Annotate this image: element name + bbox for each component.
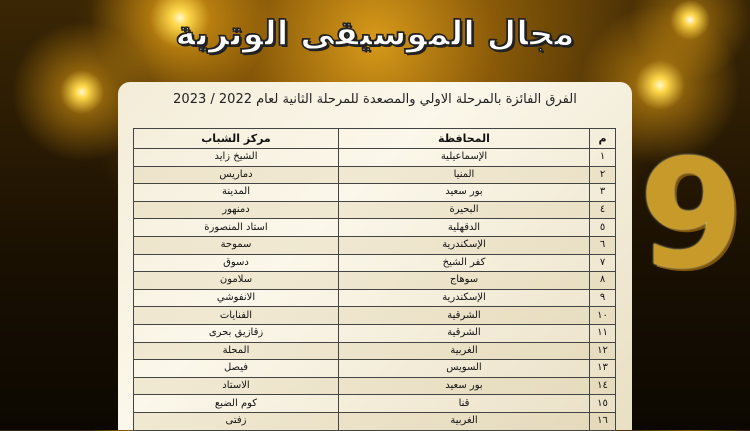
cell-governorate: السويس	[338, 359, 590, 378]
table-row: ٣ بور سعيد المدينة	[133, 183, 616, 202]
cell-youth-center: الشيخ زايد	[133, 148, 339, 167]
table-row: ١٤ بور سعيد الاستاد	[133, 376, 616, 396]
cell-governorate: بور سعيد	[338, 183, 590, 202]
cell-governorate: الدقهلية	[338, 218, 590, 237]
cell-governorate: بور سعيد	[338, 376, 590, 396]
table-row: ١٣ السويس فيصل	[133, 359, 616, 378]
table-row: ١٢ الغربية المحلة	[133, 341, 616, 361]
col-header-governorate: المحافظة	[338, 128, 590, 149]
cell-governorate: الشرقية	[338, 306, 590, 325]
cell-governorate: البحيرة	[338, 200, 590, 220]
cell-youth-center: كوم الضبع	[133, 394, 339, 413]
cell-governorate: كفر الشيخ	[338, 253, 590, 273]
cell-governorate: الإسكندرية	[338, 288, 590, 308]
cell-governorate: سوهاج	[338, 271, 590, 290]
cell-governorate: الإسكندرية	[338, 235, 590, 255]
cell-number: ٣	[589, 183, 616, 202]
table-row: ٨ سوهاج سلامون	[133, 271, 616, 290]
cell-governorate: الغربية	[338, 341, 590, 361]
cell-number: ٦	[589, 235, 616, 255]
cell-number: ٩	[589, 288, 616, 308]
cell-youth-center: زفتى	[133, 411, 339, 431]
cell-number: ١٤	[589, 376, 616, 396]
cell-governorate: الإسماعيلية	[338, 148, 590, 167]
cell-youth-center: دمنهور	[133, 200, 339, 220]
cell-governorate: قنا	[338, 394, 590, 413]
cell-governorate: الغربية	[338, 411, 590, 431]
cell-number: ٤	[589, 200, 616, 220]
cell-number: ٢	[589, 165, 616, 185]
table-row: ١٦ الغربية زفتى	[133, 411, 616, 431]
cell-youth-center: سلامون	[133, 271, 339, 290]
cell-number: ١١	[589, 323, 616, 343]
table-row: ١ الإسماعيلية الشيخ زايد	[133, 148, 616, 167]
cell-governorate: المنيا	[338, 165, 590, 185]
cell-youth-center: فيصل	[133, 359, 339, 378]
cell-youth-center: سموحة	[133, 235, 339, 255]
cell-number: ١٥	[589, 394, 616, 413]
cell-number: ١٠	[589, 306, 616, 325]
cell-youth-center: الاستاد	[133, 376, 339, 396]
cell-number: ١٢	[589, 341, 616, 361]
table-row: ٥ الدقهلية استاد المنصورة	[133, 218, 616, 237]
table-row: ١٠ الشرقية الفنايات	[133, 306, 616, 325]
table-row: ١٥ قنا كوم الضبع	[133, 394, 616, 413]
table-row: ٧ كفر الشيخ دسوق	[133, 253, 616, 273]
results-table: م المحافظة مركز الشباب ١ الإسماعيلية الشيخ…	[133, 128, 616, 431]
cell-number: ١	[589, 148, 616, 167]
cell-youth-center: استاد المنصورة	[133, 218, 339, 237]
cell-youth-center: المدينة	[133, 183, 339, 202]
page-title: مجال الموسيقى الوترية	[175, 13, 576, 54]
cell-number: ٥	[589, 218, 616, 237]
col-header-number: م	[589, 128, 616, 149]
cell-youth-center: الفنايات	[133, 306, 339, 325]
cell-youth-center: زقازيق بحرى	[133, 323, 339, 343]
cell-youth-center: الانفوشي	[133, 288, 339, 308]
table-row: ٦ الإسكندرية سموحة	[133, 235, 616, 255]
cell-number: ٧	[589, 253, 616, 273]
big-number-nine: 9	[638, 128, 744, 302]
cell-governorate: الشرقية	[338, 323, 590, 343]
cell-number: ١٣	[589, 359, 616, 378]
table-row: ٩ الإسكندرية الانفوشي	[133, 288, 616, 308]
panel-subtitle: الفرق الفائزة بالمرحلة الاولي والمصعدة ل…	[173, 92, 577, 107]
table-row: ٢ المنيا دماريس	[133, 165, 616, 185]
table-header-row: م المحافظة مركز الشباب	[133, 128, 616, 149]
col-header-youth-center: مركز الشباب	[133, 128, 339, 149]
cell-youth-center: دسوق	[133, 253, 339, 273]
cell-youth-center: المحلة	[133, 341, 339, 361]
cell-number: ١٦	[589, 411, 616, 431]
cell-number: ٨	[589, 271, 616, 290]
results-panel: الفرق الفائزة بالمرحلة الاولي والمصعدة ل…	[118, 82, 632, 431]
table-row: ١١ الشرقية زقازيق بحرى	[133, 323, 616, 343]
table-row: ٤ البحيرة دمنهور	[133, 200, 616, 220]
cell-youth-center: دماريس	[133, 165, 339, 185]
